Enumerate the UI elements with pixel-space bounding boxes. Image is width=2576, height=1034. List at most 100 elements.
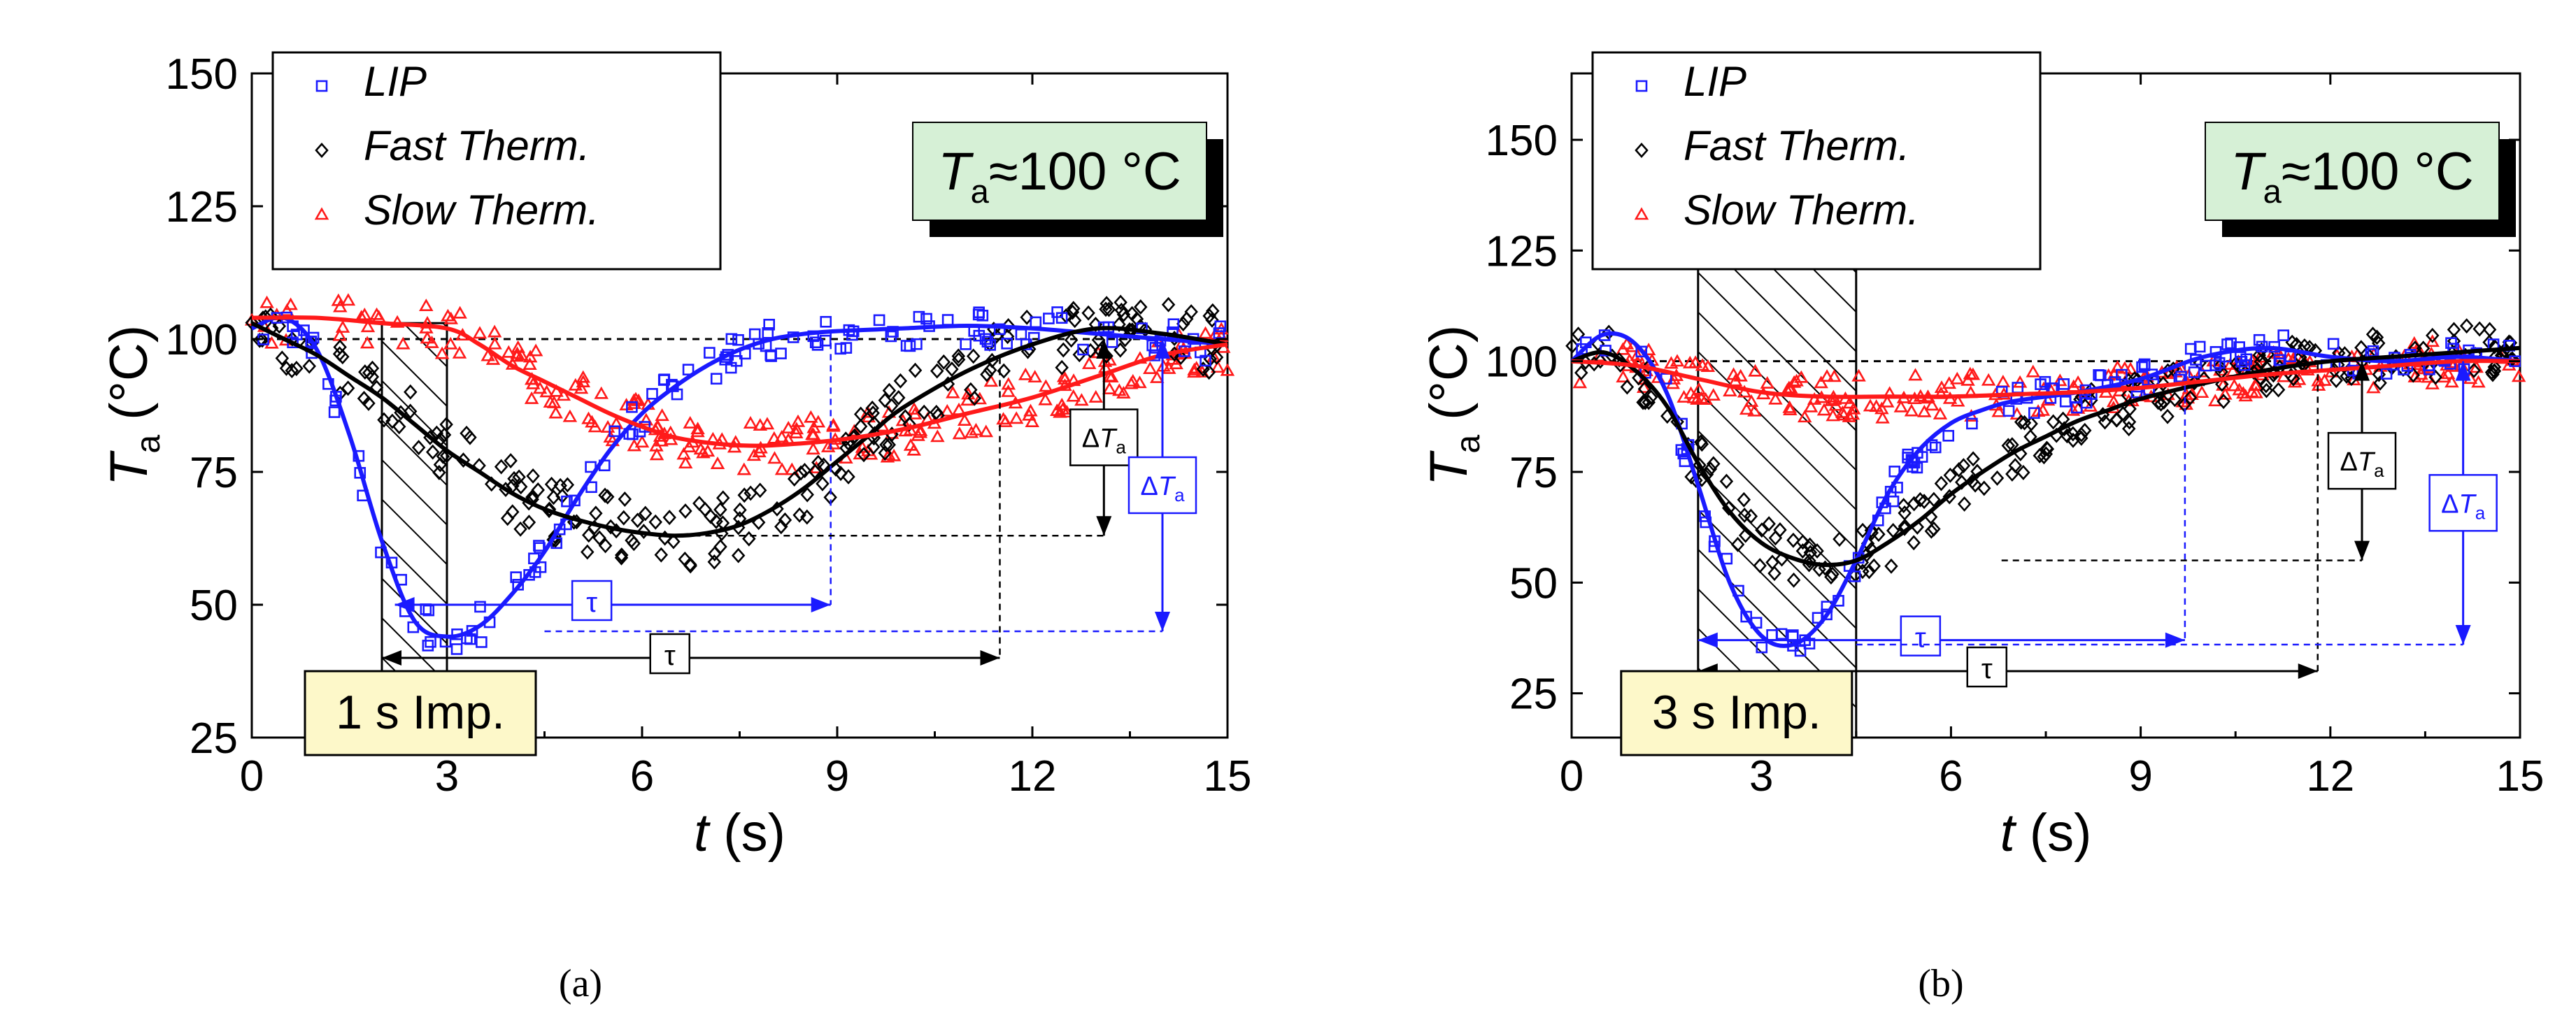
data-point xyxy=(1102,368,1117,382)
data-point xyxy=(336,349,350,365)
data-point xyxy=(1572,375,1588,389)
data-point xyxy=(873,314,885,326)
data-point xyxy=(634,435,650,448)
data-point xyxy=(746,448,762,461)
data-point xyxy=(655,408,669,422)
data-point xyxy=(598,538,613,554)
data-point xyxy=(2221,338,2233,350)
legend-label: LIP xyxy=(1684,58,1746,105)
legend-box xyxy=(1591,51,2042,271)
data-point xyxy=(1220,363,1235,376)
data-point xyxy=(1942,376,1957,389)
data-point xyxy=(2354,340,2368,356)
data-point xyxy=(1795,534,1810,550)
legend-label: Fast Therm. xyxy=(1684,122,1909,169)
y-tick-label: 75 xyxy=(1509,449,1558,497)
temperature-info-box: Ta≈100 °C xyxy=(2205,122,2516,237)
data-point xyxy=(1794,645,1807,657)
data-point xyxy=(1055,312,1068,324)
info-box-bg xyxy=(912,122,1207,221)
data-point xyxy=(488,336,502,350)
delta-label-box xyxy=(2327,431,2397,490)
data-point xyxy=(1875,410,1890,424)
data-point xyxy=(2083,398,2098,412)
data-point xyxy=(1869,399,1884,412)
x-tick-label: 6 xyxy=(1939,752,1963,800)
fit-curve-fast-therm xyxy=(1571,345,2521,568)
data-point xyxy=(707,554,722,570)
data-point xyxy=(964,382,978,398)
data-point xyxy=(562,409,578,422)
data-point xyxy=(658,373,671,386)
data-point xyxy=(2161,408,2175,424)
data-point xyxy=(1043,313,1055,324)
legend: LIP Fast Therm. Slow Therm. xyxy=(1591,51,2042,271)
data-point xyxy=(453,306,467,319)
data-point xyxy=(2065,403,2081,416)
data-point xyxy=(885,330,897,343)
data-point xyxy=(806,427,821,440)
data-point xyxy=(1066,389,1081,402)
data-point xyxy=(485,352,501,365)
data-point xyxy=(737,487,751,503)
data-point xyxy=(275,350,290,366)
data-point xyxy=(1615,342,1630,355)
data-point xyxy=(429,425,444,441)
data-point xyxy=(585,415,599,428)
data-point xyxy=(857,447,871,463)
data-point xyxy=(546,489,561,505)
x-tick-label: 15 xyxy=(1204,752,1252,800)
data-point xyxy=(1898,505,1912,521)
data-point xyxy=(1756,641,1768,654)
data-point xyxy=(2327,338,2340,350)
delta-label: ΔTa xyxy=(1140,472,1185,505)
data-point xyxy=(1833,531,1846,547)
data-point xyxy=(2156,375,2170,392)
data-point xyxy=(2122,414,2137,430)
info-box-label: Ta≈100 °C xyxy=(2230,142,2474,210)
data-point xyxy=(510,346,525,359)
data-point xyxy=(1908,368,1923,381)
data-point xyxy=(1161,296,1176,313)
data-point xyxy=(984,339,996,351)
data-point xyxy=(501,345,516,358)
data-point xyxy=(1951,461,1966,477)
data-point xyxy=(1977,480,1991,496)
data-point xyxy=(625,532,639,548)
delta-label: ΔTa xyxy=(2441,489,2486,523)
data-point xyxy=(1156,359,1171,372)
data-point xyxy=(865,400,879,416)
data-point xyxy=(1814,375,1828,389)
data-point xyxy=(907,406,923,419)
data-point xyxy=(743,416,758,429)
data-point xyxy=(1695,358,1710,371)
data-point xyxy=(671,388,683,401)
data-point xyxy=(2098,414,2112,430)
data-point xyxy=(2366,380,2381,394)
data-point xyxy=(767,451,782,464)
data-point xyxy=(2273,354,2286,366)
data-point xyxy=(1826,408,1840,422)
x-tick-label: 15 xyxy=(2496,752,2545,800)
data-point xyxy=(902,416,916,432)
chart-panel-a: τ τ ΔTa ΔTa 0 3 6 9 12 15 25 50 75 100 125 150 t (s) Ta (… xyxy=(99,50,1251,863)
data-point xyxy=(1760,375,1775,389)
data-point xyxy=(627,438,641,452)
data-point xyxy=(1001,377,1016,390)
data-point xyxy=(272,318,287,334)
data-point xyxy=(2175,371,2187,382)
y-tick-label: 150 xyxy=(166,50,238,99)
tau-arrowhead xyxy=(394,597,415,612)
data-point xyxy=(2184,343,2197,355)
data-point xyxy=(1816,403,1832,416)
data-point xyxy=(589,505,603,522)
legend-marker xyxy=(1634,207,1649,220)
data-point xyxy=(725,361,737,374)
data-point xyxy=(1879,394,1895,408)
data-point xyxy=(627,536,641,552)
data-point xyxy=(2469,360,2484,373)
data-point xyxy=(1039,379,1053,392)
data-point xyxy=(964,425,979,438)
data-point xyxy=(2247,378,2263,391)
data-point xyxy=(460,425,474,441)
